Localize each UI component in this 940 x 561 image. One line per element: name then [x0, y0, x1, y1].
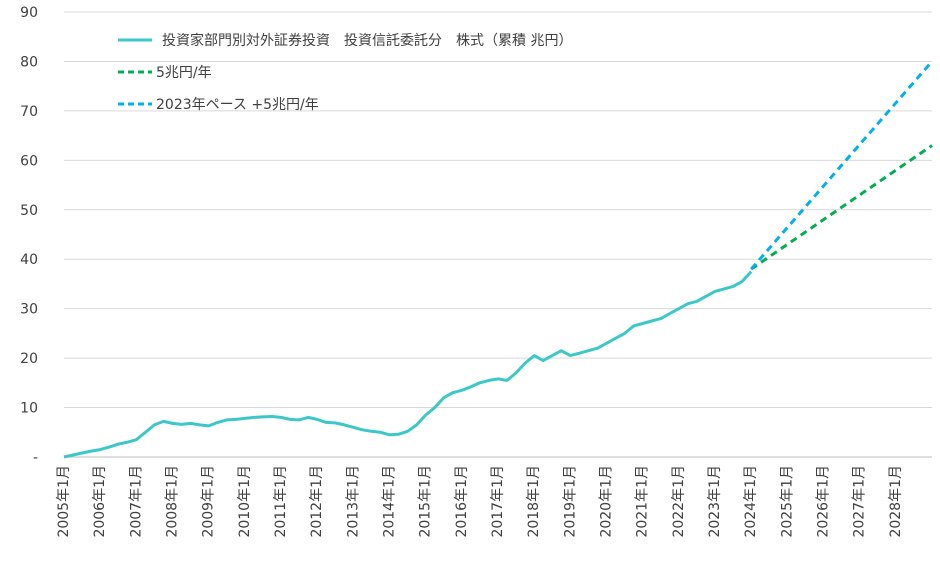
y-tick-label: 60 [20, 153, 38, 169]
x-tick-label: 2022年1月 [671, 465, 687, 538]
x-tick-label: 2013年1月 [345, 465, 361, 538]
x-tick-label: 2019年1月 [562, 465, 578, 538]
y-tick-label: 30 [20, 302, 38, 318]
y-tick-label: 20 [20, 351, 38, 367]
y-tick-label: 70 [20, 104, 38, 120]
x-tick-label: 2011年1月 [273, 465, 289, 538]
x-tick-label: 2017年1月 [490, 465, 506, 538]
x-tick-label: 2023年1月 [707, 465, 723, 538]
gridlines [64, 11, 932, 458]
series-lines [63, 60, 934, 459]
x-axis-ticks: 2005年1月 2006年1月 2007年1月 2008年1月 2009年1月 2010年… [56, 465, 904, 538]
x-tick-label: 2009年1月 [201, 465, 217, 538]
legend: 投資家部門別対外証券投資 投資信託委託分 株式（累積 兆円） 5兆円/年 202… [118, 32, 572, 113]
x-tick-label: 2012年1月 [309, 465, 325, 538]
x-tick-label: 2026年1月 [816, 465, 832, 538]
y-tick-label: 40 [20, 252, 38, 268]
y-tick-label: - [33, 450, 38, 466]
x-tick-label: 2014年1月 [382, 465, 398, 538]
x-tick-label: 2016年1月 [454, 465, 470, 538]
x-tick-label: 2021年1月 [635, 465, 651, 538]
x-tick-label: 2024年1月 [743, 465, 759, 538]
x-tick-label: 2025年1月 [779, 465, 795, 538]
y-tick-label: 10 [20, 401, 38, 417]
x-tick-label: 2015年1月 [418, 465, 434, 538]
series-line-2 [750, 144, 933, 271]
series-line-3 [750, 60, 934, 271]
legend-label-series-1: 投資家部門別対外証券投資 投資信託委託分 株式（累積 兆円） [162, 32, 572, 49]
y-tick-label: 50 [20, 203, 38, 219]
y-axis-ticks: - 10 20 30 40 50 60 70 80 90 [20, 5, 38, 466]
x-tick-label: 2028年1月 [888, 465, 904, 538]
legend-label-series-3: 2023年ペース +5兆円/年 [156, 97, 319, 113]
x-tick-label: 2027年1月 [852, 465, 868, 538]
x-tick-label: 2020年1月 [599, 465, 615, 538]
x-tick-label: 2007年1月 [128, 465, 144, 538]
x-tick-label: 2008年1月 [165, 465, 181, 538]
x-tick-label: 2006年1月 [92, 465, 108, 538]
x-tick-label: 2005年1月 [56, 465, 72, 538]
x-tick-label: 2018年1月 [526, 465, 542, 538]
y-tick-label: 80 [20, 54, 38, 70]
y-tick-label: 90 [20, 5, 38, 21]
legend-label-series-2: 5兆円/年 [156, 65, 212, 81]
series-line-1 [63, 270, 753, 459]
x-tick-label: 2010年1月 [237, 465, 253, 538]
